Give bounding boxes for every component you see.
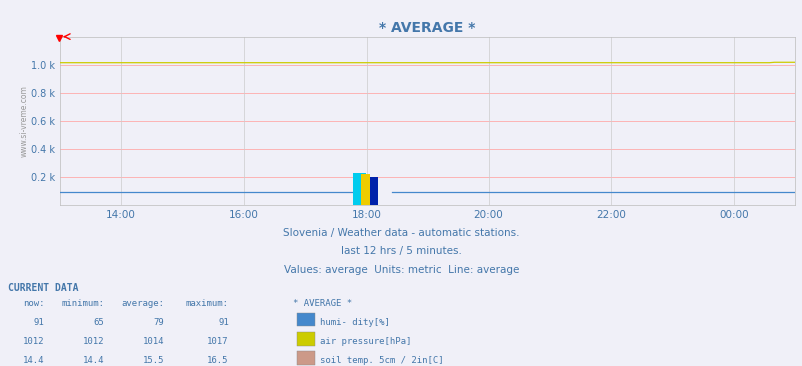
- Text: minimum:: minimum:: [61, 299, 104, 307]
- Text: 1014: 1014: [143, 337, 164, 346]
- Text: 1012: 1012: [22, 337, 44, 346]
- Polygon shape: [370, 177, 378, 205]
- Polygon shape: [353, 173, 366, 205]
- Text: 14.4: 14.4: [83, 356, 104, 365]
- Text: last 12 hrs / 5 minutes.: last 12 hrs / 5 minutes.: [341, 246, 461, 256]
- Text: 65: 65: [94, 318, 104, 326]
- Text: * AVERAGE *: * AVERAGE *: [293, 299, 352, 307]
- Text: maximum:: maximum:: [185, 299, 229, 307]
- Text: 91: 91: [34, 318, 44, 326]
- Polygon shape: [361, 174, 370, 205]
- Text: 1017: 1017: [207, 337, 229, 346]
- Text: 91: 91: [218, 318, 229, 326]
- Text: average:: average:: [121, 299, 164, 307]
- Text: 14.4: 14.4: [22, 356, 44, 365]
- Text: 15.5: 15.5: [143, 356, 164, 365]
- Text: 1012: 1012: [83, 337, 104, 346]
- Y-axis label: www.si-vreme.com: www.si-vreme.com: [19, 85, 28, 157]
- Text: Values: average  Units: metric  Line: average: Values: average Units: metric Line: aver…: [283, 265, 519, 274]
- Text: now:: now:: [22, 299, 44, 307]
- Text: humi- dity[%]: humi- dity[%]: [320, 318, 390, 326]
- Text: 16.5: 16.5: [207, 356, 229, 365]
- Text: soil temp. 5cm / 2in[C]: soil temp. 5cm / 2in[C]: [320, 356, 444, 365]
- Text: Slovenia / Weather data - automatic stations.: Slovenia / Weather data - automatic stat…: [283, 228, 519, 238]
- Text: air pressure[hPa]: air pressure[hPa]: [320, 337, 411, 346]
- Title: * AVERAGE *: * AVERAGE *: [379, 22, 476, 36]
- Text: 79: 79: [154, 318, 164, 326]
- Text: CURRENT DATA: CURRENT DATA: [8, 283, 79, 293]
